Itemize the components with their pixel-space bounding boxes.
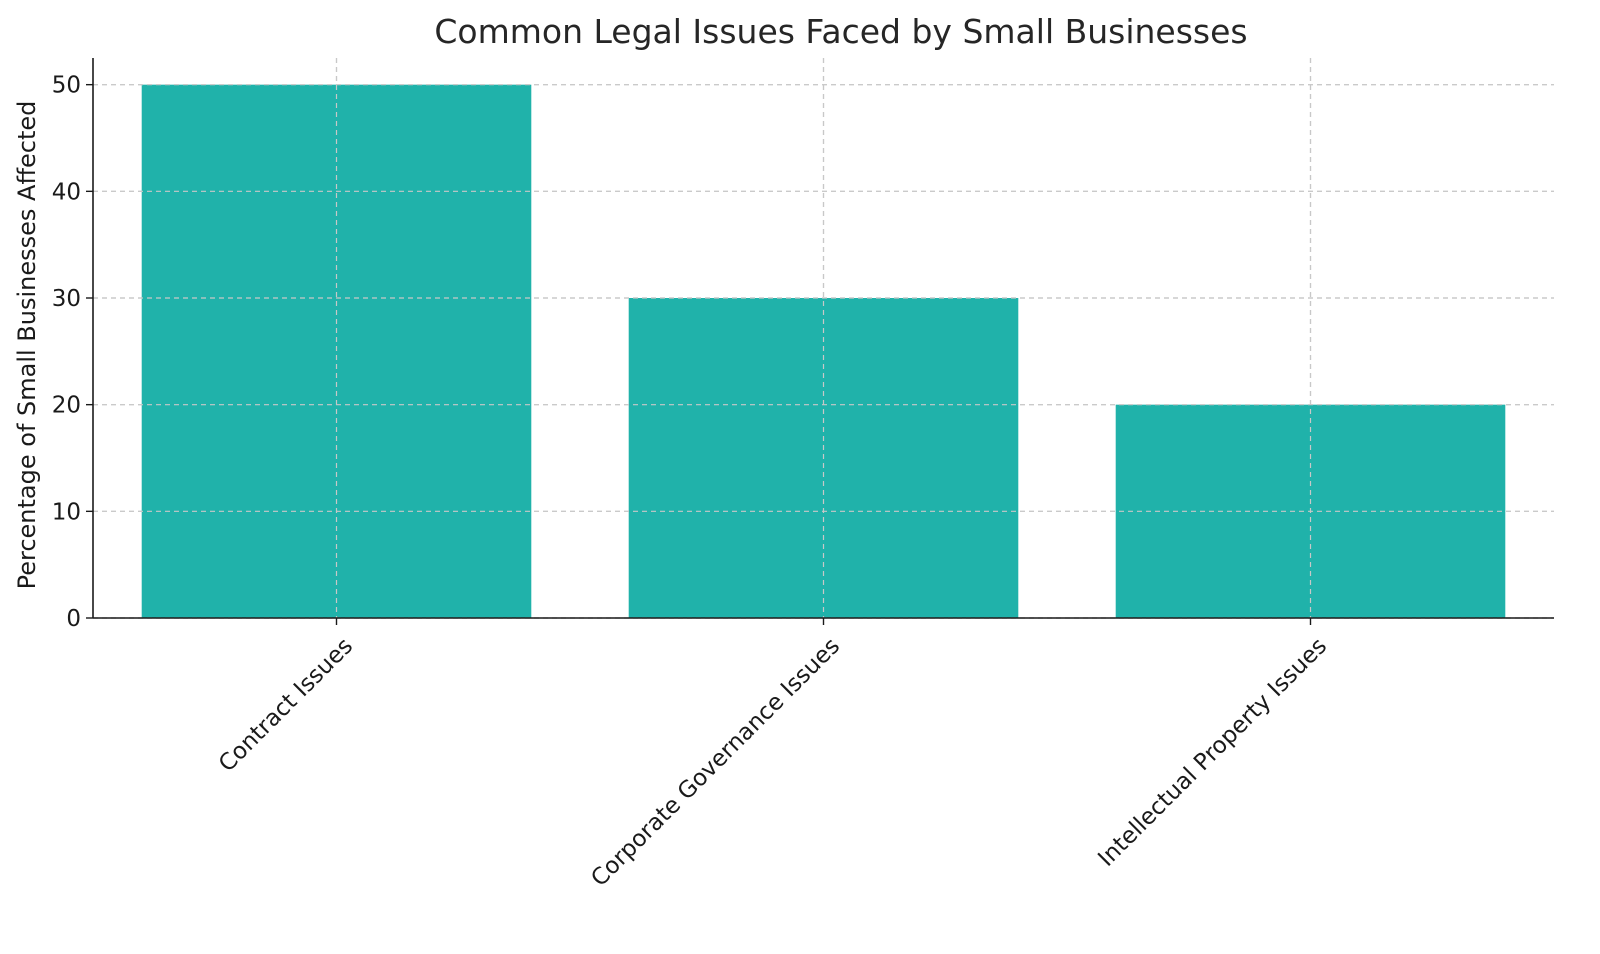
y-tick-label-2: 20 xyxy=(52,393,81,419)
y-tick-label-3: 30 xyxy=(52,286,81,312)
y-ticks: 0 10 20 30 40 50 xyxy=(52,73,93,632)
x-tick-label-1: Corporate Governance Issues xyxy=(586,633,845,892)
bars xyxy=(93,58,1554,619)
chart-title: Common Legal Issues Faced by Small Busin… xyxy=(434,12,1247,51)
y-tick-label-1: 10 xyxy=(52,499,81,525)
y-tick-label-5: 50 xyxy=(52,73,81,99)
x-ticks: Contract Issues Corporate Governance Issu… xyxy=(214,618,1332,892)
y-tick-label-4: 40 xyxy=(52,179,81,205)
y-tick-label-0: 0 xyxy=(66,606,81,632)
y-axis-label: Percentage of Small Businesses Affected xyxy=(13,101,41,590)
x-tick-label-2: Intellectual Property Issues xyxy=(1093,633,1332,872)
x-tick-label-0: Contract Issues xyxy=(214,633,358,777)
